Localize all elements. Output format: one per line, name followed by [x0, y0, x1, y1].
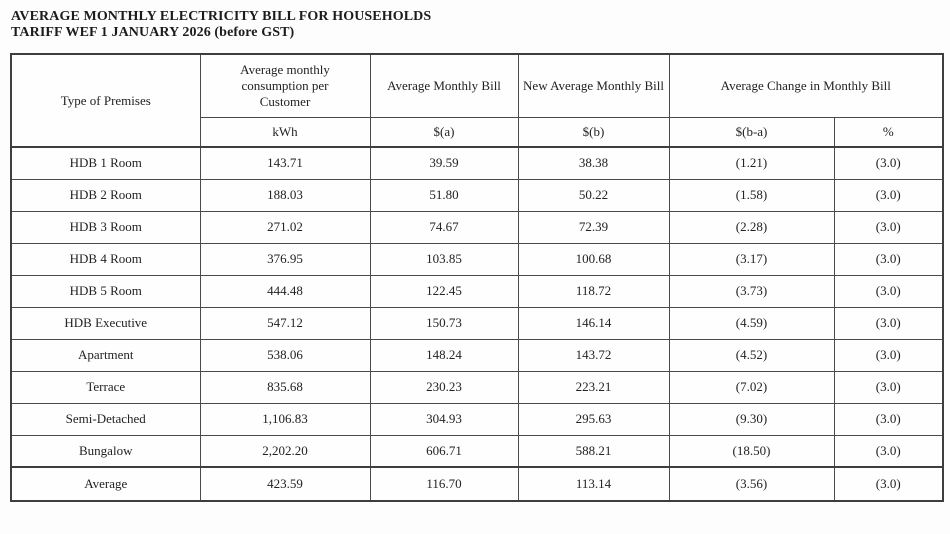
cell-consumption: 376.95	[199, 242, 371, 276]
unit-kwh: kWh	[199, 116, 371, 147]
table-row: HDB 4 Room 376.95 103.85 100.68 (3.17) (…	[10, 242, 944, 276]
table-row: HDB Executive 547.12 150.73 146.14 (4.59…	[10, 306, 944, 340]
cell-change-amount: (4.52)	[668, 338, 835, 372]
cell-change-amount: (1.21)	[668, 146, 835, 180]
cell-avg-bill: 116.70	[369, 466, 519, 502]
cell-change-amount: (3.56)	[668, 466, 835, 502]
unit-percent: %	[833, 116, 944, 147]
cell-change-percent: (3.0)	[833, 402, 944, 436]
cell-premises: Bungalow	[10, 434, 201, 468]
cell-avg-bill: 39.59	[369, 146, 519, 180]
unit-dollar-a: $(a)	[369, 116, 519, 147]
table-row: HDB 1 Room 143.71 39.59 38.38 (1.21) (3.…	[10, 146, 944, 180]
cell-new-avg-bill: 223.21	[517, 370, 670, 404]
cell-change-percent: (3.0)	[833, 274, 944, 308]
cell-consumption: 1,106.83	[199, 402, 371, 436]
cell-premises: HDB 3 Room	[10, 210, 201, 244]
cell-new-avg-bill: 38.38	[517, 146, 670, 180]
cell-premises: Semi-Detached	[10, 402, 201, 436]
cell-new-avg-bill: 118.72	[517, 274, 670, 308]
cell-change-percent: (3.0)	[833, 178, 944, 212]
cell-change-amount: (2.28)	[668, 210, 835, 244]
cell-premises: Apartment	[10, 338, 201, 372]
cell-premises: Average	[10, 466, 201, 502]
cell-new-avg-bill: 72.39	[517, 210, 670, 244]
table-row: Semi-Detached 1,106.83 304.93 295.63 (9.…	[10, 402, 944, 436]
cell-consumption: 835.68	[199, 370, 371, 404]
table-header: Type of Premises Average monthly consump…	[10, 53, 944, 147]
cell-new-avg-bill: 113.14	[517, 466, 670, 502]
header-average-change: Average Change in Monthly Bill	[668, 53, 944, 117]
table-body: HDB 1 Room 143.71 39.59 38.38 (1.21) (3.…	[10, 146, 944, 468]
cell-change-percent: (3.0)	[833, 146, 944, 180]
cell-change-amount: (1.58)	[668, 178, 835, 212]
electricity-bill-table: Type of Premises Average monthly consump…	[10, 53, 944, 502]
title-line-2: TARIFF WEF 1 JANUARY 2026 (before GST)	[11, 24, 295, 40]
header-type-of-premises: Type of Premises	[10, 53, 201, 147]
cell-avg-bill: 304.93	[369, 402, 519, 436]
cell-change-amount: (18.50)	[668, 434, 835, 468]
header-units-row: kWh $(a) $(b) $(b-a) %	[11, 116, 944, 147]
cell-change-percent: (3.0)	[833, 306, 944, 340]
title-line-1: AVERAGE MONTHLY ELECTRICITY BILL FOR HOU…	[11, 9, 432, 24]
cell-avg-bill: 230.23	[369, 370, 519, 404]
unit-dollar-b: $(b)	[517, 116, 670, 147]
cell-consumption: 538.06	[199, 338, 371, 372]
cell-change-percent: (3.0)	[833, 370, 944, 404]
cell-avg-bill: 122.45	[369, 274, 519, 308]
cell-avg-bill: 103.85	[369, 242, 519, 276]
cell-consumption: 188.03	[199, 178, 371, 212]
cell-avg-bill: 51.80	[369, 178, 519, 212]
header-average-monthly-bill: Average Monthly Bill	[369, 53, 519, 118]
cell-change-percent: (3.0)	[833, 210, 944, 244]
cell-premises: HDB 1 Room	[10, 146, 201, 180]
cell-new-avg-bill: 50.22	[517, 178, 670, 212]
cell-avg-bill: 74.67	[369, 210, 519, 244]
cell-avg-bill: 148.24	[369, 338, 519, 372]
cell-change-amount: (4.59)	[668, 306, 835, 340]
page-title: AVERAGE MONTHLY ELECTRICITY BILL FOR HOU…	[11, 9, 950, 40]
cell-change-percent: (3.0)	[833, 338, 944, 372]
cell-change-amount: (3.73)	[668, 274, 835, 308]
cell-premises: Terrace	[10, 370, 201, 404]
cell-consumption: 547.12	[199, 306, 371, 340]
average-row: Average 423.59 116.70 113.14 (3.56) (3.0…	[10, 466, 944, 502]
cell-change-amount: (3.17)	[668, 242, 835, 276]
table-row: Bungalow 2,202.20 606.71 588.21 (18.50) …	[10, 434, 944, 468]
table-row: Apartment 538.06 148.24 143.72 (4.52) (3…	[10, 338, 944, 372]
table-row: HDB 3 Room 271.02 74.67 72.39 (2.28) (3.…	[10, 210, 944, 244]
cell-premises: HDB 5 Room	[10, 274, 201, 308]
cell-avg-bill: 606.71	[369, 434, 519, 468]
cell-change-percent: (3.0)	[833, 242, 944, 276]
cell-change-amount: (7.02)	[668, 370, 835, 404]
cell-change-amount: (9.30)	[668, 402, 835, 436]
cell-premises: HDB 2 Room	[10, 178, 201, 212]
table-row: HDB 2 Room 188.03 51.80 50.22 (1.58) (3.…	[10, 178, 944, 212]
cell-new-avg-bill: 146.14	[517, 306, 670, 340]
cell-change-percent: (3.0)	[833, 434, 944, 468]
cell-premises: HDB 4 Room	[10, 242, 201, 276]
unit-dollar-b-minus-a: $(b-a)	[668, 116, 835, 147]
table-row: HDB 5 Room 444.48 122.45 118.72 (3.73) (…	[10, 274, 944, 308]
header-consumption: Average monthly consumption per Customer	[199, 53, 371, 118]
table-average-section: Average 423.59 116.70 113.14 (3.56) (3.0…	[10, 466, 944, 502]
header-new-average-monthly-bill: New Average Monthly Bill	[517, 53, 670, 118]
cell-consumption: 423.59	[199, 466, 371, 502]
cell-consumption: 271.02	[199, 210, 371, 244]
cell-avg-bill: 150.73	[369, 306, 519, 340]
cell-new-avg-bill: 143.72	[517, 338, 670, 372]
table-row: Terrace 835.68 230.23 223.21 (7.02) (3.0…	[10, 370, 944, 404]
cell-premises: HDB Executive	[10, 306, 201, 340]
cell-new-avg-bill: 295.63	[517, 402, 670, 436]
cell-consumption: 143.71	[199, 146, 371, 180]
cell-new-avg-bill: 588.21	[517, 434, 670, 468]
cell-change-percent: (3.0)	[833, 466, 944, 502]
header-group-row: Type of Premises Average monthly consump…	[10, 53, 944, 147]
cell-new-avg-bill: 100.68	[517, 242, 670, 276]
cell-consumption: 444.48	[199, 274, 371, 308]
cell-consumption: 2,202.20	[199, 434, 371, 468]
